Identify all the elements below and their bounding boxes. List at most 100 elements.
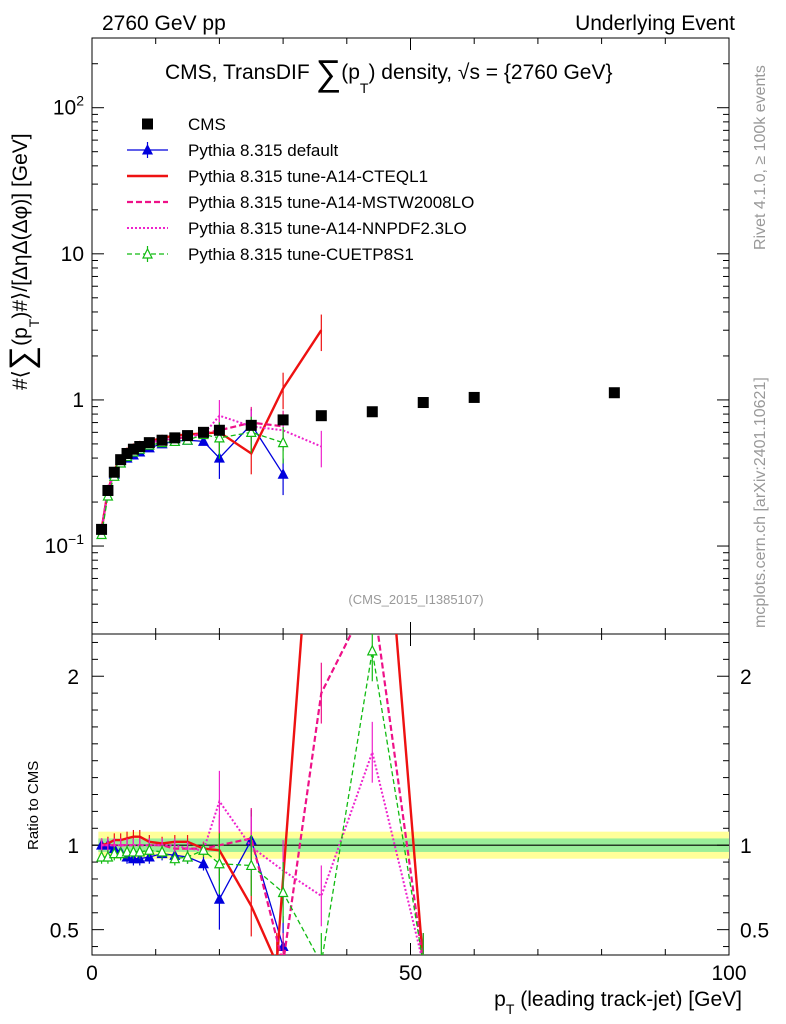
main-point-cuetp8s1: [213, 431, 225, 443]
x-tick-label: 0: [86, 962, 98, 985]
ratio-point-cuetp8s1: [182, 850, 194, 862]
ratio-point-cuetp8s1: [277, 886, 289, 898]
main-y-tick-label: 10: [61, 243, 84, 266]
main-point-cms: [115, 454, 127, 466]
main-series: [96, 314, 620, 540]
main-point-cms: [121, 447, 133, 459]
analysis-id: (CMS_2015_I1385107): [348, 592, 483, 607]
ratio-series: [96, 634, 424, 967]
ratio-point-cuetp8s1: [169, 852, 181, 864]
main-y-tick-label: 10−1: [45, 531, 85, 558]
main-point-cms: [182, 430, 194, 442]
main-y-tick-label: 1: [72, 389, 84, 412]
legend: CMS Pythia 8.315 default Pythia 8.315 tune…: [127, 115, 474, 264]
main-point-default: [277, 468, 289, 479]
ratio-point-default: [197, 857, 209, 869]
legend-label-cteql1: Pythia 8.315 tune-A14-CTEQL1: [188, 167, 428, 186]
header-left: 2760 GeV pp: [102, 12, 226, 35]
main-point-cms: [366, 406, 378, 418]
main-series-clip: [96, 314, 620, 540]
main-point-cms: [102, 484, 114, 496]
main-point-cms: [277, 414, 289, 426]
ratio-point-cuetp8s1: [198, 843, 209, 855]
legend-label-nnpdf: Pythia 8.315 tune-A14-NNPDF2.3LO: [188, 219, 467, 238]
ratio-y-tick-label: 0.5: [50, 920, 79, 943]
main-point-cms: [608, 387, 620, 399]
ratio-y-tick-label-right: 1: [740, 835, 752, 858]
ratio-point-default: [213, 893, 225, 904]
chart-title: CMS, TransDIF ∑(pT) density, √s = {2760 …: [165, 52, 613, 96]
main-point-cms: [127, 443, 139, 455]
rivet-label: Rivet 4.1.0, ≥ 100k events: [752, 65, 769, 250]
ratio-axes: 0.5 0.5 1 1 2 2 0 50 100: [50, 634, 769, 985]
ratio-y-tick-label-right: 0.5: [740, 920, 769, 943]
ratio-series-clip: [96, 634, 424, 967]
ratio-y-tick-label: 2: [67, 666, 79, 689]
x-axis-label-rest: (leading track-jet) [GeV]: [514, 988, 742, 1011]
chart-title-p: (p: [341, 61, 360, 84]
x-tick-label: 100: [711, 962, 746, 985]
main-point-default: [197, 435, 209, 446]
ratio-point-cuetp8s1: [143, 843, 155, 855]
ratio-series-line-cuetp8s1: [101, 650, 423, 955]
header-right: Underlying Event: [575, 12, 735, 35]
main-point-cuetp8s1: [245, 425, 257, 437]
main-y-tick-label-base: 10: [61, 243, 84, 266]
main-y-tick-label-exp: 2: [76, 93, 84, 109]
main-point-cms: [197, 426, 209, 438]
chart-title-suffix: ) density, √s = {2760 GeV}: [368, 61, 612, 84]
ratio-point-cuetp8s1: [127, 845, 139, 857]
ratio-point-cuetp8s1: [96, 850, 108, 862]
chart-title-sub: T: [360, 80, 369, 96]
ratio-point-cuetp8s1: [366, 644, 378, 656]
legend-marker-cms: [142, 118, 153, 130]
ratio-point-cuetp8s1: [156, 845, 168, 857]
ratio-point-cuetp8s1: [245, 859, 257, 871]
ratio-series-line-nnpdf: [101, 748, 423, 955]
main-point-cms: [156, 434, 168, 446]
main-y-label-sum: ∑: [3, 346, 41, 370]
mcplots-label: mcplots.cern.ch [arXiv:2401.10621]: [752, 377, 769, 628]
main-point-cms: [468, 391, 480, 403]
ratio-point-cuetp8s1: [121, 845, 133, 857]
main-point-cms: [108, 466, 120, 478]
legend-label-default: Pythia 8.315 default: [188, 141, 339, 160]
main-point-cms: [134, 440, 146, 452]
ratio-point-cuetp8s1: [134, 845, 146, 857]
main-y-label-b: (p: [9, 327, 32, 346]
main-y-label-a: #⟨: [9, 370, 32, 390]
ratio-series-line-mstw: [101, 634, 424, 955]
x-axis-label: pT (leading track-jet) [GeV]: [494, 988, 742, 1017]
ratio-point-cuetp8s1: [213, 857, 225, 869]
main-point-cms: [245, 419, 257, 431]
main-point-cms: [417, 397, 429, 409]
x-axis-label-sub: T: [506, 1001, 515, 1017]
ratio-series-line-cteql1: [101, 634, 424, 955]
main-y-tick-label-base: 10: [45, 535, 68, 558]
legend-label-mstw: Pythia 8.315 tune-A14-MSTW2008LO: [188, 193, 474, 212]
legend-label-cuetp8s1: Pythia 8.315 tune-CUETP8S1: [188, 245, 414, 264]
ratio-y-tick-label: 1: [67, 835, 79, 858]
legend-marker-cuetp8s1: [142, 247, 153, 259]
ratio-y-tick-label-right: 2: [740, 666, 752, 689]
main-y-tick-label-base: 1: [72, 389, 84, 412]
main-y-tick-label-exp: −1: [68, 531, 84, 547]
chart-title-sum: ∑: [316, 52, 342, 93]
ratio-point-cuetp8s1: [108, 847, 120, 859]
legend-label-cms: CMS: [188, 115, 226, 134]
main-point-cuetp8s1: [277, 436, 289, 448]
x-tick-label: 50: [399, 962, 422, 985]
chart-title-prefix: CMS, TransDIF: [165, 61, 316, 84]
main-point-cms: [143, 437, 155, 449]
main-series-line-cteql1: [100, 329, 323, 530]
main-point-cms: [169, 432, 181, 444]
main-y-tick-label: 102: [53, 93, 84, 120]
main-y-tick-label-base: 10: [53, 97, 76, 120]
ratio-point-cuetp8s1: [317, 958, 326, 967]
main-y-label: #⟨∑(pT)#⟩/[ΔηΔ(Δφ)] [GeV]: [3, 133, 42, 390]
main-point-cms: [315, 410, 327, 422]
main-point-cms: [96, 523, 108, 535]
ratio-y-label: Ratio to CMS: [25, 761, 42, 850]
